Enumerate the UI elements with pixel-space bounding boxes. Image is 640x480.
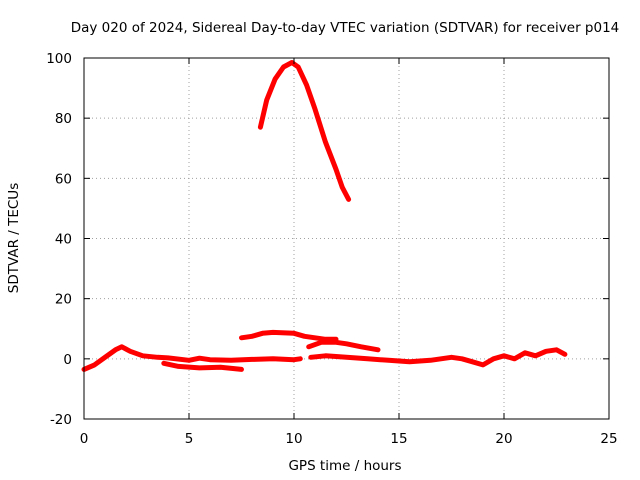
- series-track-2: [161, 360, 244, 372]
- y-tick-label: 20: [55, 292, 72, 308]
- y-tick-label: 100: [46, 51, 72, 67]
- series-layer: [81, 60, 568, 372]
- y-tick-label: -20: [50, 412, 72, 428]
- series-track-6: [308, 347, 568, 368]
- x-tick-label: 10: [285, 431, 302, 447]
- x-tick-label: 5: [185, 431, 194, 447]
- series-track-3: [239, 329, 339, 342]
- x-tick-label: 25: [600, 431, 617, 447]
- x-tick-label: 0: [80, 431, 89, 447]
- x-axis-label: GPS time / hours: [288, 458, 401, 474]
- y-tick-label: 60: [55, 171, 72, 187]
- y-axis-label: SDTVAR / TECUs: [6, 183, 22, 293]
- series-track-1: [81, 344, 303, 372]
- y-tick-label: 0: [63, 352, 72, 368]
- y-tick-label: 80: [55, 111, 72, 127]
- series-track-5: [257, 60, 352, 202]
- x-tick-label: 15: [390, 431, 407, 447]
- tick-layer: 0 5 10 15 20 25 -20 0 20 40 60 80 100: [46, 51, 617, 447]
- y-tick-label: 40: [55, 232, 72, 248]
- series-track-4: [306, 339, 381, 353]
- chart-title: Day 020 of 2024, Sidereal Day-to-day VTE…: [71, 20, 620, 36]
- x-tick-label: 20: [495, 431, 512, 447]
